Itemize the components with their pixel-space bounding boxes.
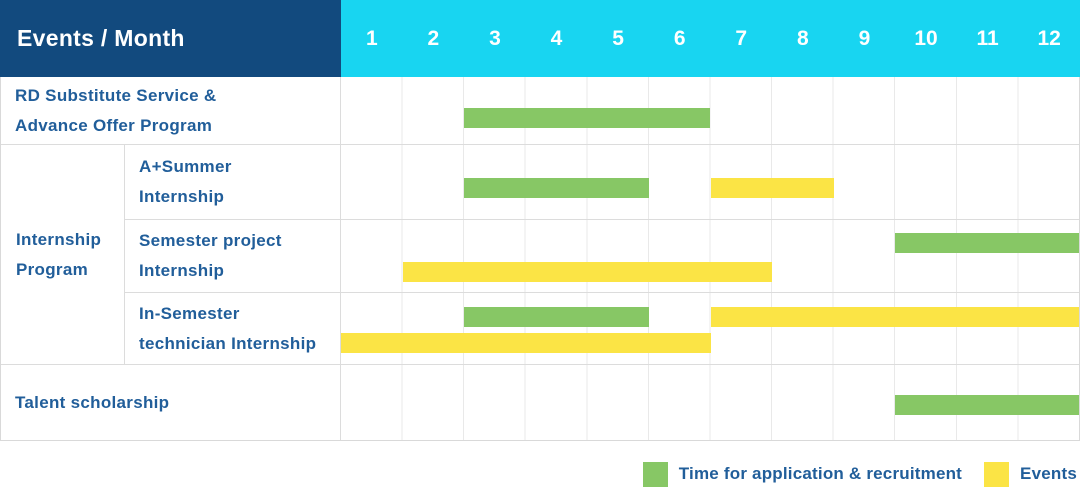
events-legend-label: Events xyxy=(1020,464,1077,483)
row-label-line: Talent scholarship xyxy=(15,393,170,412)
table-row: Semester project Internship xyxy=(0,220,1080,293)
row-label-talent-scholarship: Talent scholarship xyxy=(0,365,341,441)
bar-events xyxy=(710,178,834,198)
row-label-line: Semester project xyxy=(139,231,282,250)
bar-events xyxy=(341,333,711,353)
row-label-line: Internship xyxy=(139,187,225,206)
month-label: 6 xyxy=(673,26,686,50)
month-label: 7 xyxy=(735,26,748,50)
row-label-line: technician Internship xyxy=(139,333,317,353)
bar-application xyxy=(895,233,1080,253)
month-label: 11 xyxy=(976,26,999,50)
bar-application xyxy=(895,395,1080,415)
month-header-row: 1 2 3 4 5 6 7 8 9 10 11 12 xyxy=(341,0,1080,77)
row-label-in-semester: In-Semester technician Internship xyxy=(125,293,341,364)
table-row: A+Summer Internship xyxy=(0,145,1080,220)
page-title: Events / Month xyxy=(17,25,185,51)
row-label-line: In-Semester xyxy=(139,303,240,323)
chart-area-semester-project xyxy=(341,220,1080,293)
group-label-internship-program: Internship Program xyxy=(0,145,125,365)
events-month-header-cell: Events / Month xyxy=(0,0,341,77)
group-label-line: Internship xyxy=(16,230,102,249)
row-label-line: RD Substitute Service & xyxy=(15,85,217,105)
bar-application xyxy=(464,307,649,327)
month-label: 4 xyxy=(550,26,563,50)
bar-application xyxy=(464,178,649,198)
month-label: 5 xyxy=(612,26,624,50)
month-label: 3 xyxy=(489,26,501,50)
month-label: 9 xyxy=(858,26,871,50)
application-legend-swatch xyxy=(642,461,668,487)
month-label: 12 xyxy=(1037,26,1061,50)
month-label: 8 xyxy=(796,26,809,50)
chart-area-in-semester xyxy=(341,293,1080,364)
month-label: 10 xyxy=(914,26,938,50)
bar-application xyxy=(464,108,711,128)
table-row: Talent scholarship xyxy=(0,365,1080,441)
row-label-line: Advance Offer Program xyxy=(15,115,213,135)
events-legend-swatch xyxy=(984,461,1010,487)
month-label: 1 xyxy=(365,26,378,50)
row-label-rd-substitute: RD Substitute Service & Advance Offer Pr… xyxy=(0,77,341,144)
bar-events xyxy=(402,262,773,282)
row-label-line: Internship xyxy=(139,261,225,280)
month-label: 2 xyxy=(427,26,440,50)
table-row: In-Semester technician Internship xyxy=(0,293,1080,365)
chart-area-a-summer xyxy=(341,145,1080,220)
chart-area-talent-scholarship xyxy=(341,365,1080,441)
row-label-a-summer: A+Summer Internship xyxy=(125,145,341,220)
application-legend-label: Time for application & recruitment xyxy=(678,464,963,483)
gantt-table: RD Substitute Service & Advance Offer Pr… xyxy=(0,77,1080,441)
table-header: Events / Month 1 2 3 4 5 6 7 8 9 10 11 12 xyxy=(0,0,1080,77)
legend: Time for application & recruitment Event… xyxy=(642,458,1077,490)
bar-events xyxy=(710,307,1080,327)
chart-area-rd-substitute xyxy=(341,77,1080,144)
group-label-line: Program xyxy=(16,260,89,279)
table-row: RD Substitute Service & Advance Offer Pr… xyxy=(0,77,1080,145)
row-label-line: A+Summer xyxy=(139,157,232,176)
row-label-semester-project: Semester project Internship xyxy=(125,220,341,293)
